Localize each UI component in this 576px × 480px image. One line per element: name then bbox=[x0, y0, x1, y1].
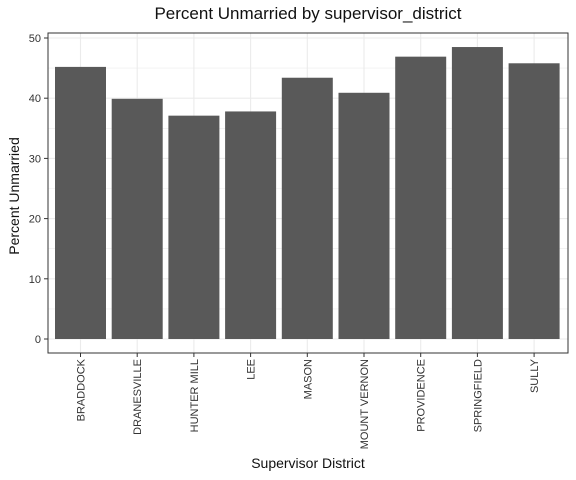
y-tick-label: 20 bbox=[29, 214, 41, 226]
bar-dranesville bbox=[111, 98, 163, 339]
x-tick-label: BRADDOCK bbox=[76, 358, 88, 421]
y-tick-label: 40 bbox=[29, 93, 41, 105]
x-tick-label: MASON bbox=[302, 359, 314, 399]
chart-title: Percent Unmarried by supervisor_district bbox=[154, 4, 462, 23]
bar-braddock bbox=[55, 66, 106, 339]
x-tick-label: HUNTER MILL bbox=[189, 359, 201, 432]
x-tick-label: MOUNT VERNON bbox=[359, 359, 371, 449]
bar-springfield bbox=[451, 47, 503, 339]
y-tick-label: 30 bbox=[29, 153, 41, 165]
x-axis-title: Supervisor District bbox=[251, 455, 365, 471]
bar-mason bbox=[281, 77, 333, 340]
x-tick-label: SULLY bbox=[529, 358, 541, 393]
axis-layer: 0 10 20 30 40 50 BRADDOCK DRANESVILLE HUNTER MIL… bbox=[29, 33, 541, 449]
x-tick-label: SPRINGFIELD bbox=[472, 359, 484, 432]
bars-layer bbox=[55, 47, 560, 340]
y-tick-label: 50 bbox=[29, 33, 41, 45]
bar-lee bbox=[225, 111, 277, 339]
bar-hunter-mill bbox=[168, 115, 220, 340]
bar-providence bbox=[395, 56, 447, 340]
x-tick-label: PROVIDENCE bbox=[416, 359, 428, 432]
x-tick-label: LEE bbox=[246, 359, 258, 380]
bar-mount-vernon bbox=[338, 92, 390, 339]
y-tick-label: 10 bbox=[29, 274, 41, 286]
x-tick-label: DRANESVILLE bbox=[132, 359, 144, 435]
plot-panel-border bbox=[47, 32, 569, 354]
y-tick-label: 0 bbox=[35, 334, 41, 346]
bar-sully bbox=[508, 63, 560, 340]
